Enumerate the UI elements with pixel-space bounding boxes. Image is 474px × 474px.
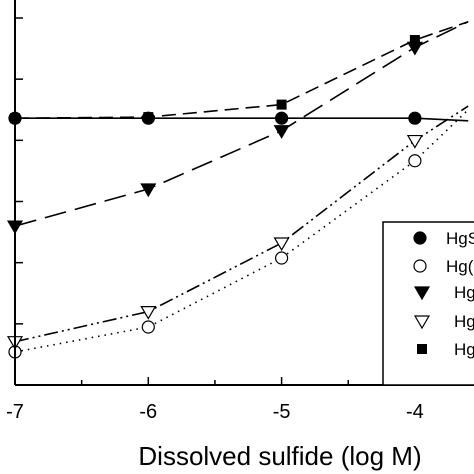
series-5-point [143,112,154,123]
legend-label-2: Hg( [446,257,474,276]
series-1-point [408,111,422,125]
series-3-line [14,20,469,227]
legend-marker-1 [413,231,427,245]
series-4-point [406,134,423,149]
series-4-line [14,105,469,343]
series-2-line [14,109,469,353]
series-3-point [140,183,157,198]
legend-marker-3 [413,286,431,301]
x-axis-title: Dissolved sulfide (log M) [138,441,421,471]
series-2-point [141,320,155,334]
x-tick-label: -6 [139,401,157,423]
legend-label-4: Hg [454,312,474,331]
plot-area [6,20,469,359]
legend: HgS Hg( Hg Hg Hg [382,221,474,386]
series-3-point [273,125,290,139]
x-tick-label: -7 [6,401,24,423]
legend-marker-4 [413,315,431,330]
x-tick-label: -4 [406,401,424,423]
series-2-point [275,251,289,265]
x-tick-label: -5 [273,401,291,423]
series-1-point [275,111,289,125]
series-4-point [140,306,157,320]
series-4-point [273,237,290,252]
legend-label-3: Hg [454,283,474,302]
legend-marker-2 [413,259,427,273]
legend-label-5: Hg [454,340,474,359]
series-5-point [409,35,420,46]
legend-marker-5 [417,344,427,354]
legend-box [382,221,474,386]
series-1-line [15,117,469,122]
series-5-point [276,99,287,110]
legend-label-1: HgS [446,229,474,248]
series-5-line [14,20,469,119]
series-2-point [408,154,422,168]
